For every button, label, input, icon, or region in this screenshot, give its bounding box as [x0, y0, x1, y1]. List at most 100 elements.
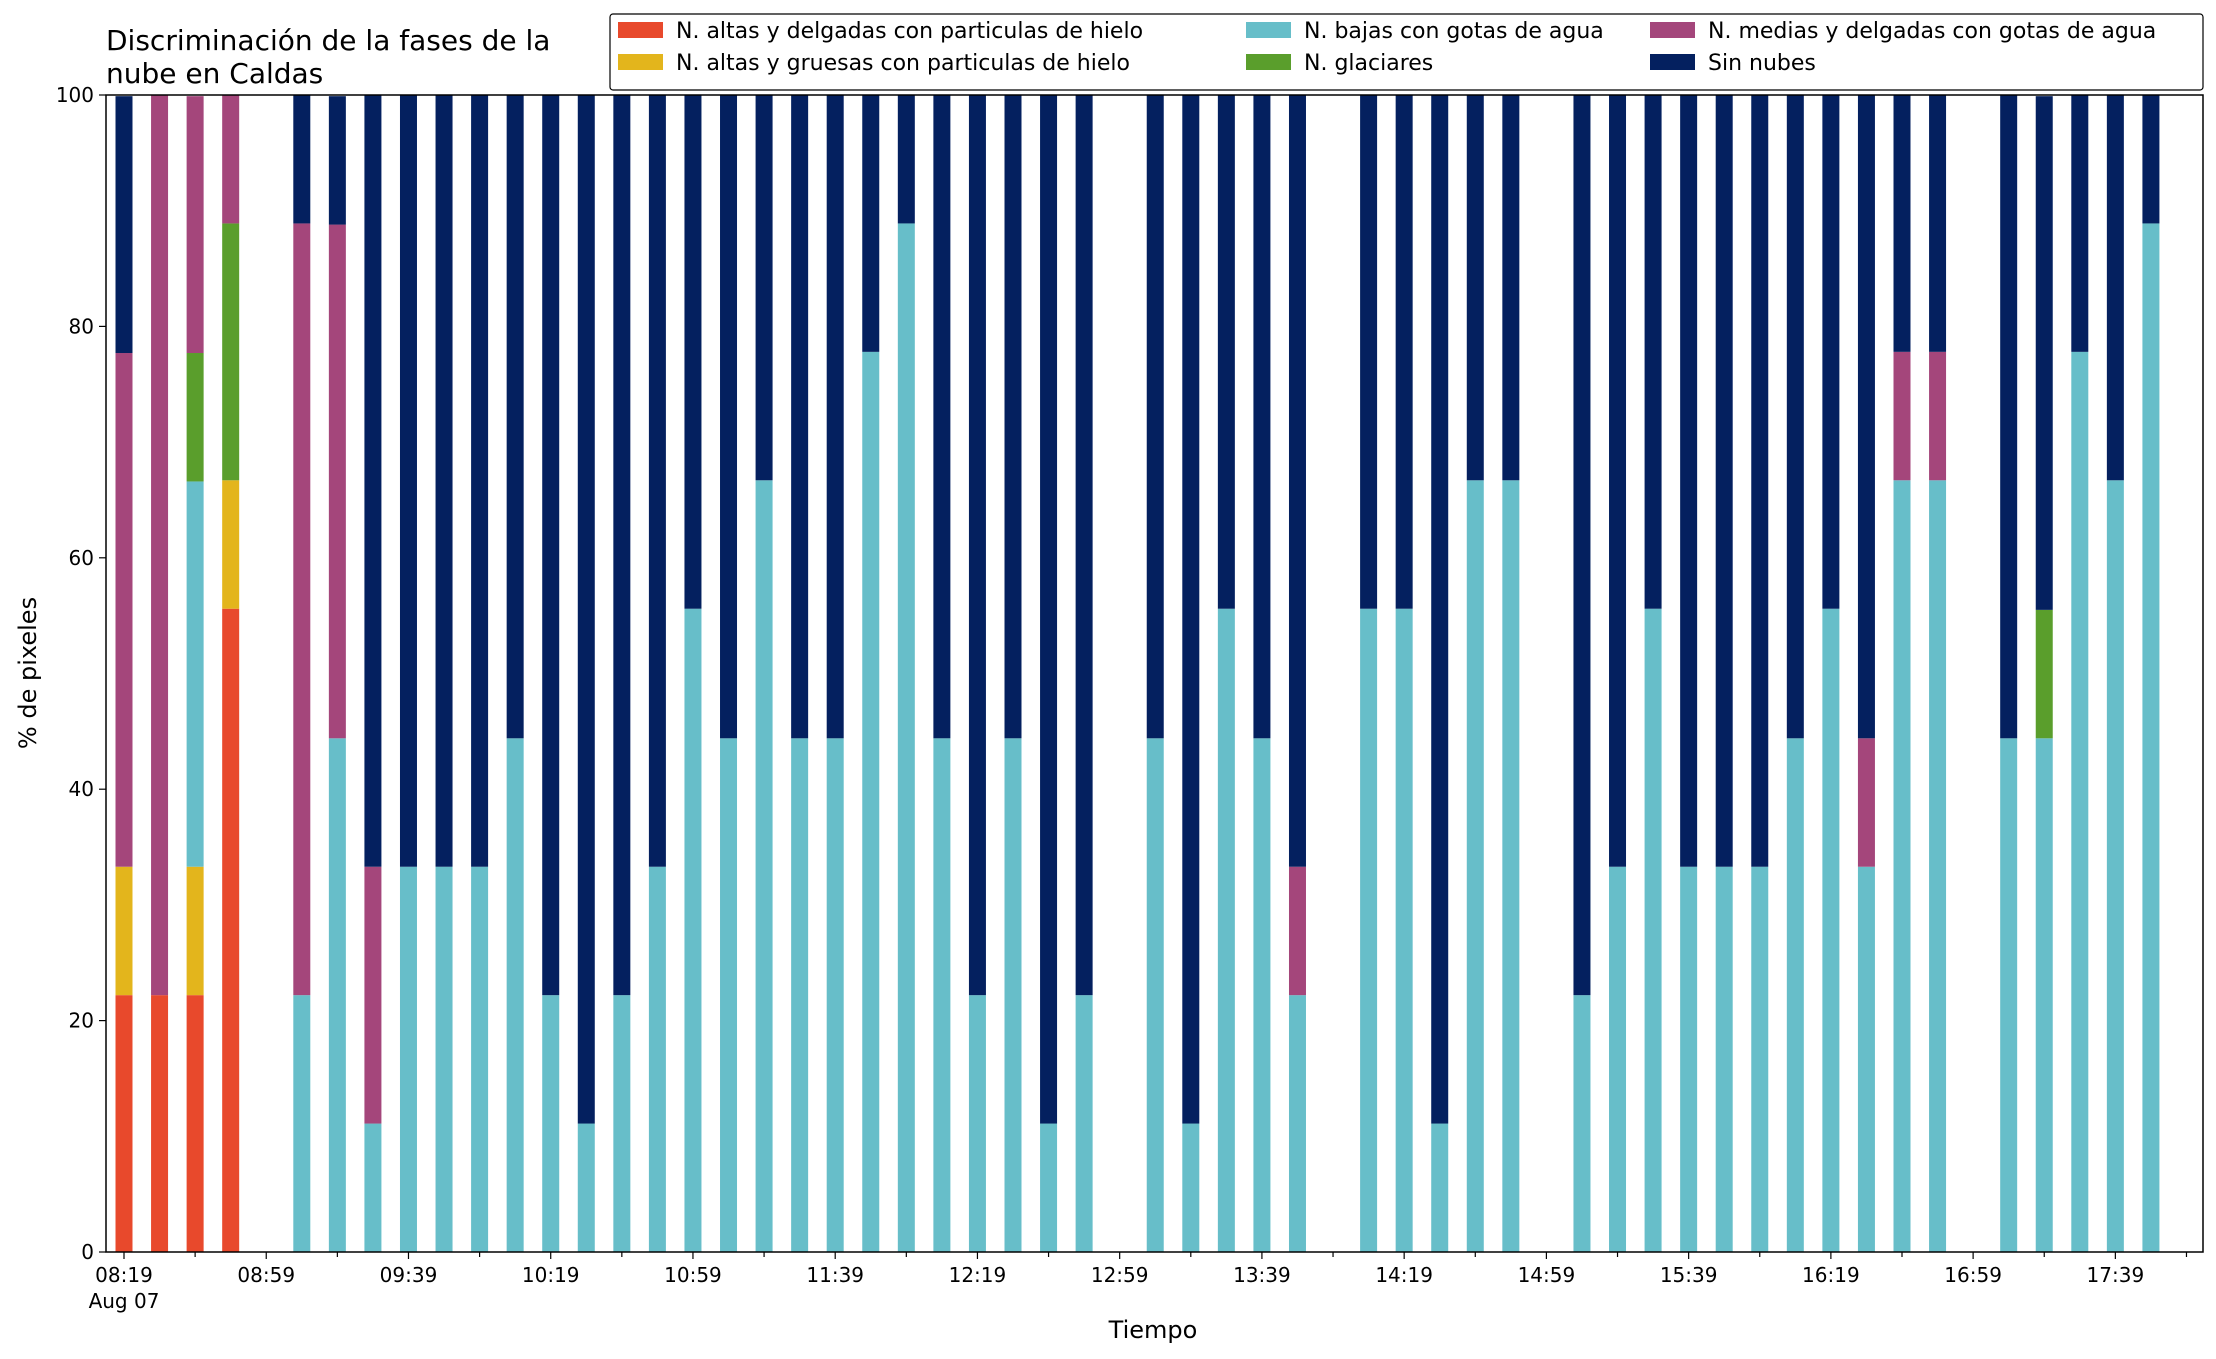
bar-segment — [1573, 995, 1591, 1252]
bar-segment — [862, 95, 880, 352]
bar-segment — [2071, 351, 2089, 1253]
bar-segment — [684, 95, 702, 609]
bar-segment — [1929, 351, 1947, 481]
bar-segment — [222, 608, 240, 1252]
y-tick-label: 0 — [81, 1240, 94, 1264]
bar-segment — [399, 866, 417, 1252]
bar-segment — [1253, 95, 1271, 739]
bar-segment — [2142, 223, 2160, 1253]
bar-segment — [293, 995, 311, 1252]
bar-segment — [1075, 95, 1093, 996]
bar-segment — [1715, 95, 1733, 867]
bar-segment — [1680, 95, 1698, 867]
y-tick-label: 60 — [69, 546, 94, 570]
bar-segment — [897, 95, 915, 224]
bar-segment — [293, 223, 311, 996]
bar-segment — [720, 738, 738, 1252]
legend-swatch — [1246, 22, 1291, 38]
bar-segment — [1395, 95, 1413, 609]
x-tick-label: 11:39 — [806, 1263, 864, 1287]
bar-segment — [1751, 95, 1769, 867]
bar-segment — [933, 738, 951, 1252]
bar-segment — [648, 95, 666, 867]
legend-label: N. altas y gruesas con particulas de hie… — [676, 51, 1130, 76]
bar-segment — [720, 95, 738, 739]
bar-segment — [364, 95, 382, 867]
bar-segment — [186, 481, 204, 867]
legend-box — [609, 13, 2204, 91]
bar-segment — [1040, 95, 1058, 1124]
bar-segment — [648, 866, 666, 1252]
bar-segment — [1502, 95, 1520, 481]
bar-segment — [2142, 95, 2160, 224]
legend-label: N. altas y delgadas con particulas de hi… — [676, 19, 1143, 44]
bar-segment — [1893, 95, 1911, 352]
bar-segment — [2071, 95, 2089, 352]
y-tick-label: 40 — [69, 777, 94, 801]
bar-segment — [1857, 866, 1875, 1252]
bar-segment — [968, 95, 986, 996]
bar-segment — [1573, 95, 1591, 996]
chart-title-line-2: nube en Caldas — [106, 57, 323, 90]
bar-segment — [1360, 608, 1378, 1252]
bar-segment — [506, 738, 524, 1252]
bar-segment — [222, 223, 240, 481]
bar-segment — [1431, 1123, 1449, 1252]
bar-segment — [826, 738, 844, 1252]
bar-segment — [115, 96, 133, 354]
bar-segment — [1644, 95, 1662, 609]
bar-segment — [1680, 866, 1698, 1252]
bar-segment — [1288, 866, 1306, 996]
bar-segment — [1217, 95, 1235, 609]
bar-segment — [2106, 480, 2124, 1252]
bar-segment — [826, 95, 844, 739]
bar-segment — [151, 995, 169, 1252]
bar-segment — [222, 95, 240, 224]
bar-segment — [1004, 95, 1022, 739]
bar-segment — [791, 738, 809, 1252]
plot-frame — [105, 94, 2204, 1253]
bar-segment — [1822, 95, 1840, 609]
bar-segment — [1146, 95, 1164, 739]
y-tick-label: 100 — [56, 83, 94, 107]
x-tick-label: 09:39 — [380, 1263, 438, 1287]
bar-segment — [1075, 995, 1093, 1252]
bar-segment — [1822, 608, 1840, 1252]
bar-segment — [293, 95, 311, 224]
x-tick-label: 12:59 — [1091, 1263, 1149, 1287]
legend-swatch — [1246, 54, 1291, 70]
bar-segment — [542, 995, 560, 1252]
bar-segment — [115, 866, 133, 996]
chart-title-line-1: Discriminación de la fases de la — [106, 24, 550, 57]
bar-segment — [2035, 609, 2053, 739]
bar-segment — [1288, 995, 1306, 1252]
bar-segment — [1253, 738, 1271, 1252]
bar-segment — [1609, 95, 1627, 867]
x-tick-label: 16:59 — [1944, 1263, 2002, 1287]
bar-segment — [755, 480, 773, 1252]
legend-label: Sin nubes — [1708, 51, 1816, 76]
bar-segment — [328, 738, 346, 1252]
x-tick-label: 12:19 — [949, 1263, 1007, 1287]
legend-swatch — [618, 54, 663, 70]
bar-segment — [933, 95, 951, 739]
bar-segment — [435, 95, 453, 867]
x-tick-label: 10:59 — [664, 1263, 722, 1287]
bar-segment — [2000, 95, 2018, 739]
bar-segment — [186, 353, 204, 482]
bar-segment — [1857, 738, 1875, 867]
bar-segment — [1146, 738, 1164, 1252]
bar-segment — [328, 96, 346, 225]
y-axis-label: % de pixeles — [14, 597, 42, 749]
x-tick-label: 14:19 — [1375, 1263, 1433, 1287]
bar-segment — [2035, 738, 2053, 1252]
x-tick-label: 16:19 — [1802, 1263, 1860, 1287]
legend-swatch — [1650, 22, 1695, 38]
bar-segment — [2000, 738, 2018, 1252]
bar-segment — [1182, 1123, 1200, 1252]
bar-segment — [577, 1123, 595, 1252]
y-tick-label: 80 — [69, 314, 94, 338]
bar-segment — [1466, 480, 1484, 1252]
bar-segment — [755, 95, 773, 481]
